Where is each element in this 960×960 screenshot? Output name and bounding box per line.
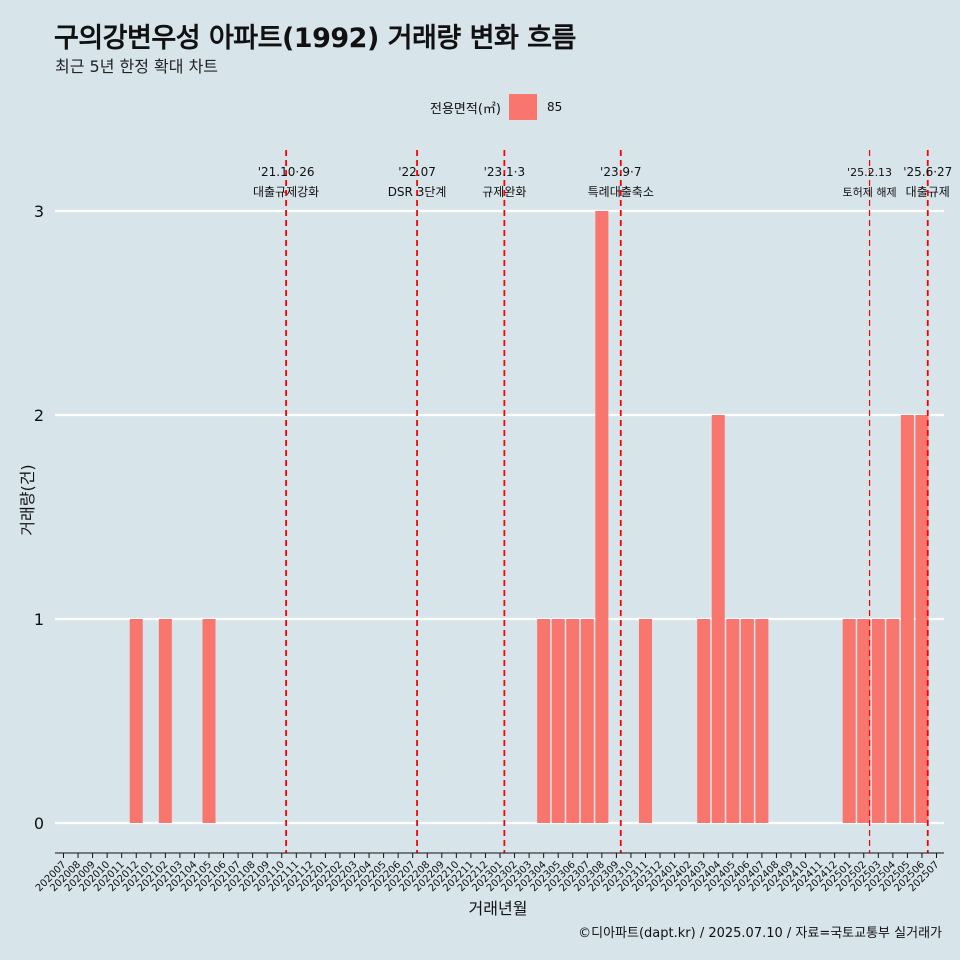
chart-subtitle: 최근 5년 한정 확대 차트 [55,57,219,76]
bar [202,619,216,823]
event-label: 특례대출축소 [588,185,654,199]
y-tick-label: 0 [34,814,44,833]
event-date-label: '25.6·27 [903,165,952,179]
bar [580,619,594,823]
bar [726,619,740,823]
y-tick-label: 1 [34,610,44,629]
bar [566,619,580,823]
event-label: DSR 3단계 [388,185,447,199]
chart-title: 구의강변우성 아파트(1992) 거래량 변화 흐름 [54,23,576,54]
y-tick-label: 2 [34,406,44,425]
bar [129,619,143,823]
credit-text: ©디아파트(dapt.kr) / 2025.07.10 / 자료=국토교통부 실… [578,926,942,941]
event-date-label: '21.10·26 [258,165,315,179]
bar [551,619,565,823]
bar [697,619,711,823]
legend: 전용면적(㎡) 85 [430,93,562,121]
bar [711,415,725,823]
bar [639,619,652,823]
bar [915,415,929,823]
y-axis-title: 거래량(건) [18,464,37,535]
x-axis-title: 거래년월 [469,899,528,918]
event-date-label: '23.9·7 [600,165,641,179]
event-label: 대출규제강화 [253,185,319,199]
bar [740,619,754,823]
bar [158,619,172,823]
bar [537,619,551,823]
legend-swatch [508,94,537,120]
legend-title: 전용면적(㎡) [430,101,501,117]
bar [595,211,609,823]
bar [900,415,914,823]
event-date-label: '22.07 [398,165,436,179]
legend-item-label: 85 [546,100,563,114]
event-label: 대출규제 [906,185,950,199]
bar [871,619,885,823]
event-date-label: '23.1·3 [484,165,525,179]
bar [857,619,871,823]
event-label: 토허제 해제 [843,185,897,199]
bar [755,619,769,823]
bar [842,619,856,823]
bar [886,619,900,823]
event-label: 규제완화 [482,185,526,199]
event-date-label: '25.2.13 [847,166,892,179]
y-tick-label: 3 [34,202,44,221]
